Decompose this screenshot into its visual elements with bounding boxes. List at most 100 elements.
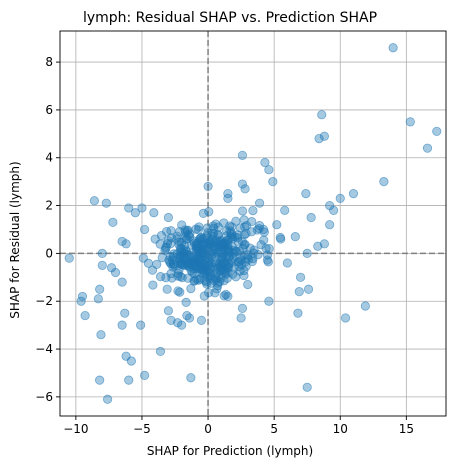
scatter-point [151, 235, 159, 243]
scatter-point [197, 316, 205, 324]
scatter-point [190, 277, 198, 285]
scatter-point [102, 199, 110, 207]
scatter-point [98, 249, 106, 257]
scatter-point [81, 311, 89, 319]
scatter-point [294, 309, 302, 317]
scatter-point [140, 225, 148, 233]
scatter-point [122, 240, 130, 248]
scatter-point [307, 213, 315, 221]
scatter-point [433, 127, 441, 135]
scatter-point [162, 244, 170, 252]
x-tick-label: 5 [270, 422, 278, 436]
scatter-point [211, 289, 219, 297]
scatter-point [164, 307, 172, 315]
scatter-point [94, 295, 102, 303]
scatter-point [283, 259, 291, 267]
x-tick-label: 0 [204, 422, 212, 436]
scatter-point [336, 194, 344, 202]
scatter-point [162, 273, 170, 281]
scatter-point [238, 304, 246, 312]
scatter-point [164, 213, 172, 221]
y-tick-label: 0 [45, 246, 53, 260]
x-tick-label: −5 [133, 422, 151, 436]
chart-title: lymph: Residual SHAP vs. Prediction SHAP [83, 10, 377, 26]
scatter-point [199, 209, 207, 217]
scatter-point [200, 292, 208, 300]
scatter-point [361, 302, 369, 310]
y-tick-label: −4 [35, 342, 53, 356]
scatter-point [325, 220, 333, 228]
scatter-point [281, 206, 289, 214]
scatter-point [232, 217, 240, 225]
scatter-point [249, 206, 257, 214]
scatter-point [177, 321, 185, 329]
scatter-point [265, 297, 273, 305]
scatter-point [315, 134, 323, 142]
scatter-point [170, 259, 178, 267]
y-tick-label: −2 [35, 294, 53, 308]
scatter-point [182, 298, 190, 306]
scatter-point [167, 316, 175, 324]
scatter-point [277, 235, 285, 243]
scatter-point [118, 278, 126, 286]
scatter-point [238, 151, 246, 159]
scatter-point [318, 110, 326, 118]
scatter-point [304, 285, 312, 293]
scatter-point [219, 244, 227, 252]
scatter-point [239, 244, 247, 252]
scatter-point [291, 232, 299, 240]
y-axis-label: SHAP for Residual (lymph) [8, 161, 22, 318]
scatter-point [156, 347, 164, 355]
scatter-point [269, 177, 277, 185]
scatter-point [265, 244, 273, 252]
scatter-point [136, 321, 144, 329]
scatter-point [95, 285, 103, 293]
scatter-point [176, 288, 184, 296]
scatter-point [149, 281, 157, 289]
scatter-point [406, 118, 414, 126]
y-tick-label: −6 [35, 390, 53, 404]
scatter-point [296, 273, 304, 281]
y-tick-label: 4 [45, 151, 53, 165]
scatter-point [163, 285, 171, 293]
scatter-point [238, 207, 246, 215]
x-axis-label: SHAP for Prediction (lymph) [147, 444, 313, 458]
scatter-point [140, 371, 148, 379]
scatter-point [224, 292, 232, 300]
scatter-point [302, 189, 310, 197]
scatter-point [224, 189, 232, 197]
plot-area: −10 −5 0 5 10 15 −6 −4 −2 0 2 4 6 8 [35, 31, 446, 436]
scatter-point [349, 189, 357, 197]
scatter-point [158, 253, 166, 261]
scatter-point [244, 280, 252, 288]
scatter-point [264, 258, 272, 266]
scatter-point [175, 227, 183, 235]
scatter-point [139, 254, 147, 262]
x-tick-label: −10 [63, 422, 88, 436]
scatter-point [193, 239, 201, 247]
scatter-point [198, 268, 206, 276]
scatter-point [214, 231, 222, 239]
scatter-point [242, 221, 250, 229]
scatter-point [237, 314, 245, 322]
scatter-point [90, 197, 98, 205]
scatter-point [77, 297, 85, 305]
y-tick-label: 2 [45, 199, 53, 213]
scatter-point [65, 254, 73, 262]
scatter-point [259, 225, 267, 233]
scatter-point [255, 199, 263, 207]
scatter-point [183, 234, 191, 242]
scatter-point [220, 277, 228, 285]
y-tick-label: 8 [45, 55, 53, 69]
scatter-point [183, 311, 191, 319]
scatter-point [229, 270, 237, 278]
scatter-point [150, 209, 158, 217]
scatter-point [97, 330, 105, 338]
scatter-point [125, 204, 133, 212]
scatter-point [234, 258, 242, 266]
scatter-point [107, 264, 115, 272]
scatter-point [250, 246, 258, 254]
scatter-point [213, 270, 221, 278]
scatter-point [273, 220, 281, 228]
